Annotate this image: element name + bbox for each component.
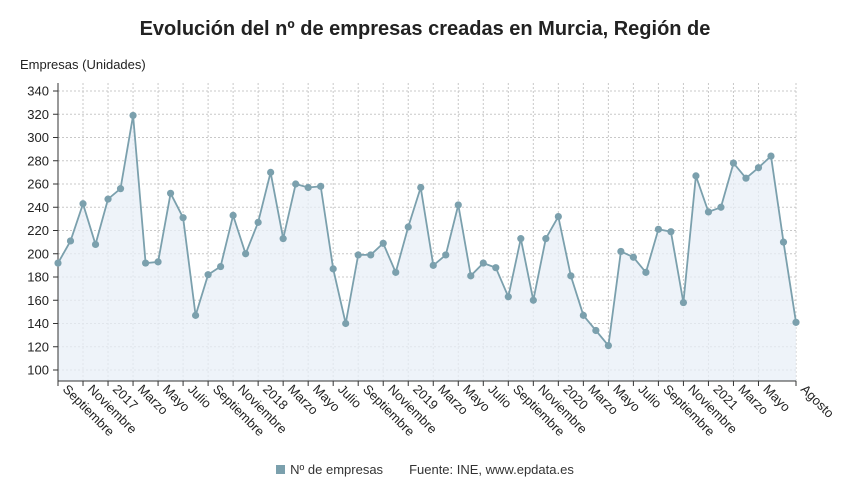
data-point	[392, 268, 400, 276]
series-line	[57, 115, 797, 348]
data-point	[617, 247, 625, 256]
data-point	[417, 183, 425, 192]
data-point	[517, 235, 525, 243]
data-point	[692, 172, 700, 180]
data-point	[66, 237, 75, 245]
data-point	[792, 318, 800, 326]
data-point	[504, 293, 512, 301]
data-point	[129, 111, 137, 120]
y-axis-label: Empresas (Unidades)	[20, 57, 146, 72]
data-point	[342, 319, 350, 328]
data-point	[717, 203, 725, 211]
data-point	[679, 298, 688, 307]
data-point	[154, 258, 162, 266]
y-tick-label: 300	[27, 130, 49, 145]
y-tick-labels: 100 120 140 160 180 200 220 240 260 280 300 320 340	[27, 84, 58, 378]
data-point	[279, 235, 287, 243]
data-point	[479, 259, 487, 267]
data-point	[329, 265, 337, 273]
data-point	[754, 164, 763, 172]
data-point	[567, 272, 575, 280]
x-tick-labels: SeptiembreNoviembre2017MarzoMayoJulioSep…	[57, 381, 837, 439]
data-point	[254, 218, 262, 226]
data-point	[91, 240, 100, 249]
data-point	[729, 159, 738, 167]
data-point	[604, 341, 612, 350]
data-point	[429, 261, 437, 269]
data-point	[217, 262, 225, 271]
data-point	[166, 189, 175, 197]
data-point	[529, 296, 537, 304]
y-tick-label: 180	[27, 270, 49, 285]
data-point	[404, 223, 412, 231]
y-tick-label: 260	[27, 177, 49, 192]
y-tick-label: 220	[27, 223, 49, 238]
y-tick-label: 320	[27, 107, 49, 122]
data-point	[442, 251, 450, 259]
y-tick-label: 340	[27, 84, 49, 99]
data-point	[229, 211, 237, 219]
data-point	[654, 225, 663, 233]
data-point	[767, 152, 775, 160]
data-point	[704, 208, 713, 216]
data-point	[629, 253, 637, 261]
data-point	[304, 183, 312, 192]
y-tick-label: 200	[27, 246, 49, 261]
data-point	[54, 259, 62, 267]
data-point	[317, 182, 325, 190]
data-point	[141, 259, 150, 267]
data-point	[354, 251, 362, 259]
y-tick-label: 100	[27, 363, 49, 378]
x-tick-label: Agosto	[798, 382, 837, 421]
data-point	[779, 238, 788, 246]
data-point	[204, 271, 212, 279]
data-point	[742, 174, 750, 182]
data-point	[179, 214, 187, 222]
y-tick-label: 280	[27, 153, 49, 168]
data-point	[642, 268, 650, 276]
axes	[57, 83, 796, 382]
data-point	[492, 264, 500, 272]
y-tick-label: 140	[27, 316, 49, 331]
area-fill	[58, 115, 796, 382]
source-note: Fuente: INE, www.epdata.es	[409, 462, 574, 477]
chart-title: Evolución del nº de empresas creadas en …	[139, 18, 711, 40]
y-tick-label: 240	[27, 200, 49, 215]
data-point	[267, 168, 275, 176]
data-point	[242, 250, 250, 258]
data-point	[454, 201, 462, 209]
data-point	[542, 235, 550, 243]
data-points	[54, 111, 800, 350]
data-point	[379, 239, 387, 247]
data-point	[79, 200, 87, 208]
data-point	[116, 185, 125, 193]
y-tick-label: 120	[27, 339, 49, 354]
data-point	[191, 311, 200, 319]
data-point	[554, 212, 562, 221]
data-point	[467, 272, 475, 280]
data-point	[367, 251, 375, 259]
legend-swatch	[276, 465, 286, 475]
data-point	[592, 326, 600, 335]
legend-series-label: Nº de empresas	[290, 462, 384, 477]
data-point	[292, 180, 300, 188]
data-point	[579, 311, 587, 319]
legend: Nº de empresas Fuente: INE, www.epdata.es	[0, 462, 850, 477]
data-point	[104, 195, 112, 203]
y-tick-label: 160	[27, 293, 49, 308]
data-point	[667, 228, 675, 236]
